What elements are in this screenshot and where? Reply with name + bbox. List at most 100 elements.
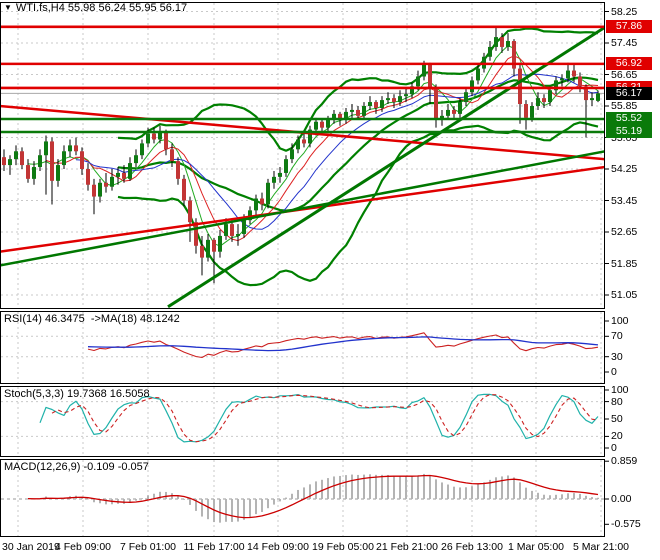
candle	[128, 163, 132, 179]
rsi-tick-label: 0	[611, 366, 617, 378]
candle	[524, 104, 528, 118]
candle	[80, 151, 84, 169]
candle	[374, 102, 378, 108]
candle	[212, 239, 216, 252]
price-level-badge: 56.92	[606, 57, 652, 71]
price-level-badge: 55.19	[606, 125, 652, 139]
candle	[302, 139, 306, 144]
price-tick-label: 52.65	[611, 226, 638, 238]
candle	[182, 178, 186, 201]
time-axis-label: 4 Feb 09:00	[54, 541, 112, 553]
macd-tick-label: 0.859	[611, 455, 638, 468]
candle	[320, 121, 324, 128]
rsi-tick-label: 70	[611, 330, 623, 343]
candle	[74, 145, 78, 152]
price-tick-label: 51.85	[611, 257, 638, 270]
candle	[470, 80, 474, 93]
candle	[86, 169, 90, 185]
rsi-panel	[1, 332, 604, 359]
candle	[398, 96, 402, 103]
current-price-badge: 56.17	[606, 86, 652, 100]
candle	[542, 98, 546, 103]
candle	[260, 198, 264, 205]
candle	[140, 143, 144, 156]
time-axis-label: 5 Mar 21:00	[572, 541, 630, 553]
macd-tick-label: -0.575	[611, 518, 641, 531]
time-axis-label: 30 Jan 2019	[2, 541, 60, 553]
price-tick-label: 55.85	[611, 100, 638, 112]
candle	[50, 141, 54, 181]
candle	[92, 184, 96, 197]
candle	[368, 102, 372, 106]
candle	[284, 159, 288, 173]
stoch-tick-label: 20	[611, 430, 623, 443]
time-axis-label: 26 Feb 13:00	[441, 541, 503, 553]
candle	[218, 235, 222, 252]
candle	[272, 176, 276, 183]
time-axis-label: 21 Feb 21:00	[376, 541, 438, 553]
candle	[14, 151, 18, 160]
candle	[20, 151, 24, 166]
candle	[422, 64, 426, 77]
candle	[170, 149, 174, 162]
candle	[530, 106, 534, 118]
candle	[326, 119, 330, 128]
candle	[488, 46, 492, 57]
chart-title-bar: ▼ WTI.fs,H4 55.98 56.24 55.95 56.17	[4, 2, 187, 14]
candle	[152, 133, 156, 140]
symbol-dropdown-icon[interactable]: ▼	[4, 3, 12, 12]
candle	[56, 165, 60, 181]
candle	[338, 113, 342, 120]
stoch-tick-label: 50	[611, 413, 623, 425]
candle	[578, 76, 582, 87]
candle	[512, 41, 516, 69]
price-level-badge: 55.52	[606, 112, 652, 126]
candle	[596, 93, 600, 101]
candle	[494, 37, 498, 47]
time-axis-label: 11 Feb 17:00	[183, 541, 245, 553]
candle	[146, 133, 150, 144]
price-tick-label: 56.65	[611, 68, 638, 81]
candle	[572, 70, 576, 77]
candle	[242, 220, 246, 234]
price-level-badge: 57.86	[606, 20, 652, 34]
candle	[104, 182, 108, 187]
stoch-tick-label: 100	[611, 384, 629, 396]
candle	[536, 98, 540, 106]
candle	[446, 109, 450, 116]
candle	[38, 155, 42, 168]
price-tick-label: 53.45	[611, 194, 638, 207]
candle	[230, 224, 234, 236]
stoch-tick-label: 80	[611, 395, 623, 408]
rsi-tick-label: 30	[611, 350, 623, 363]
candle	[506, 41, 510, 47]
macd-label: MACD(12,26,9) -0.109 -0.057	[4, 461, 149, 473]
candle	[404, 94, 408, 97]
candle	[590, 98, 594, 101]
candle	[194, 222, 198, 246]
candle	[464, 92, 468, 103]
time-axis-label: 14 Feb 09:00	[247, 541, 309, 553]
time-axis-label: 19 Feb 05:00	[312, 541, 374, 553]
candle	[296, 139, 300, 150]
main-price-panel	[1, 25, 604, 308]
candle	[68, 145, 72, 152]
candle	[200, 245, 204, 258]
price-tick-label: 58.25	[611, 5, 638, 18]
price-tick-label: 51.05	[611, 289, 638, 301]
candle	[314, 121, 318, 130]
candle	[158, 131, 162, 140]
candle	[206, 239, 210, 258]
candle	[332, 113, 336, 120]
candle	[548, 90, 552, 103]
candle	[458, 102, 462, 114]
candle	[560, 78, 564, 81]
stoch-tick-label: 0	[611, 442, 617, 454]
candle	[164, 131, 168, 150]
candle	[134, 155, 138, 164]
candle	[362, 106, 366, 116]
candle	[248, 210, 252, 221]
candle	[176, 161, 180, 179]
macd-panel	[1, 473, 604, 523]
